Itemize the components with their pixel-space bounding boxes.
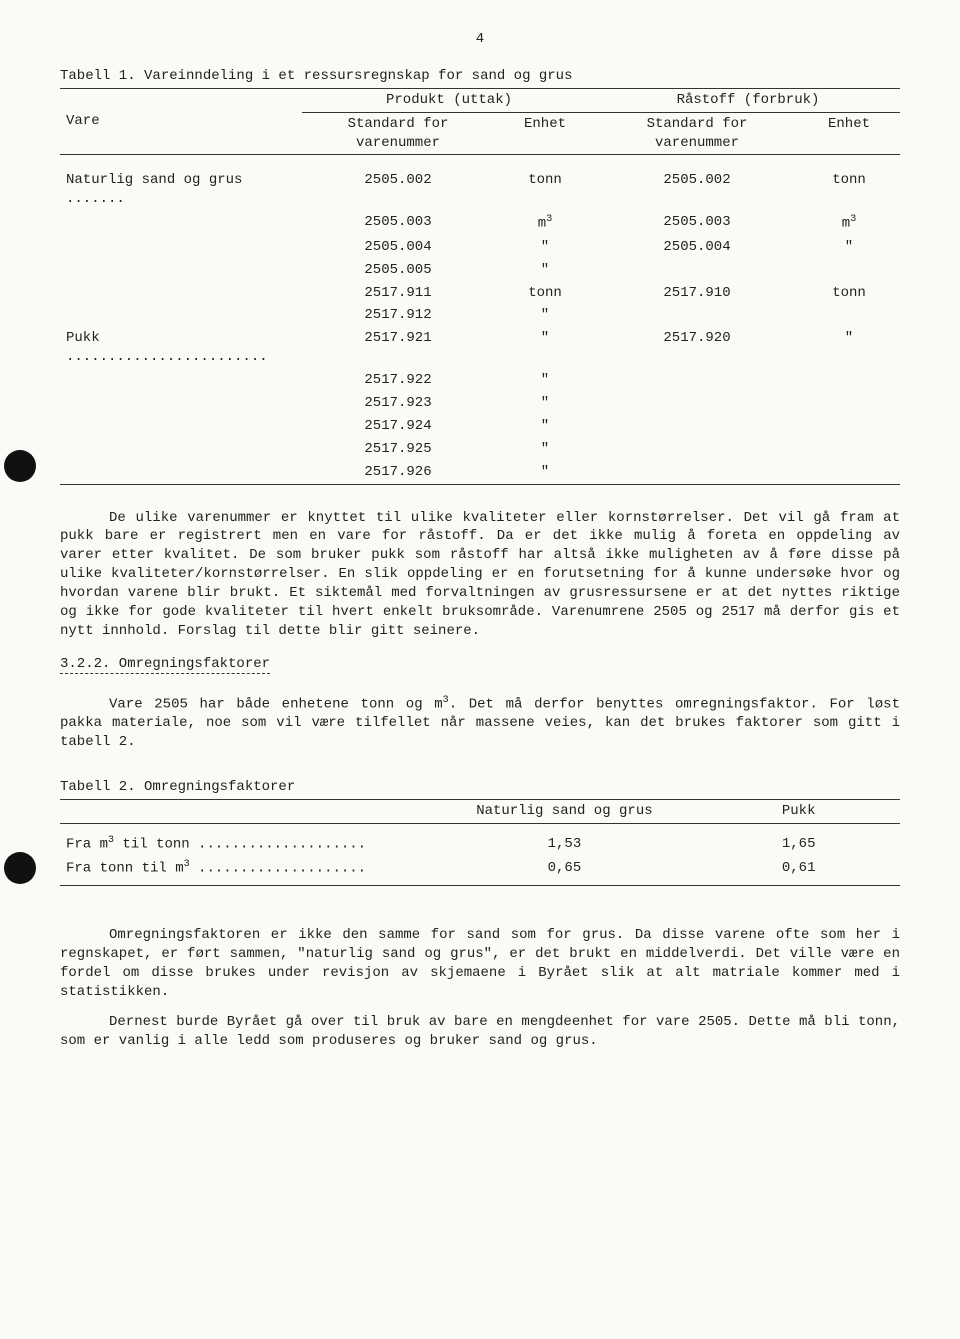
- table2-row-label: Fra tonn til m3 ....................: [60, 856, 431, 885]
- table1-cell-vare: Naturlig sand og grus .......: [60, 169, 302, 211]
- table1-cell-punit: ": [494, 304, 596, 327]
- table1-cell-pnum: 2517.912: [302, 304, 494, 327]
- table1-cell-punit: ": [494, 415, 596, 438]
- page-number: 4: [60, 30, 900, 49]
- table1-cell-runit: ": [798, 327, 900, 369]
- table1-cell-punit: ": [494, 236, 596, 259]
- heading-322: 3.2.2. Omregningsfaktorer: [60, 655, 900, 674]
- table1-cell-pnum: 2517.921: [302, 327, 494, 369]
- table1-head-produkt: Produkt (uttak): [302, 88, 596, 112]
- table1-cell-vare: [60, 438, 302, 461]
- table1-cell-pnum: 2517.926: [302, 461, 494, 484]
- table1-cell-runit: [798, 259, 900, 282]
- paragraph-2: Vare 2505 har både enhetene tonn og m3. …: [60, 694, 900, 752]
- table1-head-vare: Vare: [60, 88, 302, 155]
- table1-cell-pnum: 2505.003: [302, 211, 494, 236]
- table1-cell-vare: [60, 415, 302, 438]
- table1-cell-runit: [798, 461, 900, 484]
- para2-pre: Vare 2505 har både enhetene tonn og m: [109, 696, 443, 712]
- table1-cell-rnum: [596, 259, 798, 282]
- punch-hole-bottom: [4, 852, 36, 884]
- table1-cell-rnum: 2505.003: [596, 211, 798, 236]
- table1-cell-runit: [798, 369, 900, 392]
- table1-head-enhet-r: Enhet: [798, 112, 900, 155]
- table1-cell-vare: [60, 211, 302, 236]
- table2: Naturlig sand og grus Pukk Fra m3 til to…: [60, 799, 900, 886]
- table1-cell-pnum: 2517.922: [302, 369, 494, 392]
- table1-cell-rnum: 2505.004: [596, 236, 798, 259]
- table1-cell-punit: ": [494, 369, 596, 392]
- table2-caption: Tabell 2. Omregningsfaktorer: [60, 778, 900, 797]
- table1-cell-rnum: 2517.920: [596, 327, 798, 369]
- table1-cell-punit: tonn: [494, 169, 596, 211]
- table1-cell-vare: [60, 236, 302, 259]
- table1-cell-runit: [798, 415, 900, 438]
- table1-cell-pnum: 2517.924: [302, 415, 494, 438]
- table1-cell-pnum: 2517.911: [302, 282, 494, 305]
- table1-cell-punit: ": [494, 438, 596, 461]
- table1-cell-vare: [60, 259, 302, 282]
- table1-cell-pnum: 2505.005: [302, 259, 494, 282]
- table1-cell-vare: Pukk ........................: [60, 327, 302, 369]
- paragraph-4: Dernest burde Byrået gå over til bruk av…: [60, 1013, 900, 1051]
- table1-cell-punit: tonn: [494, 282, 596, 305]
- table2-col-pukk: Pukk: [697, 799, 900, 823]
- table1-cell-pnum: 2517.923: [302, 392, 494, 415]
- table1-cell-punit: ": [494, 392, 596, 415]
- heading-322-text: 3.2.2. Omregningsfaktorer: [60, 656, 270, 674]
- table1-cell-rnum: [596, 438, 798, 461]
- table1-cell-rnum: [596, 415, 798, 438]
- table1-cell-vare: [60, 369, 302, 392]
- table1: Vare Produkt (uttak) Råstoff (forbruk) S…: [60, 88, 900, 485]
- table1-cell-pnum: 2505.002: [302, 169, 494, 211]
- table1-cell-runit: [798, 438, 900, 461]
- table2-row-pukk: 1,65: [697, 823, 900, 856]
- table1-cell-vare: [60, 461, 302, 484]
- table1-cell-rnum: [596, 369, 798, 392]
- table2-row-sand: 1,53: [431, 823, 697, 856]
- table2-row-pukk: 0,61: [697, 856, 900, 885]
- table1-cell-punit: ": [494, 327, 596, 369]
- table1-cell-runit: ": [798, 236, 900, 259]
- table1-cell-rnum: [596, 304, 798, 327]
- table2-row-sand: 0,65: [431, 856, 697, 885]
- paragraph-1: De ulike varenummer er knyttet til ulike…: [60, 509, 900, 641]
- table1-head-std-p: Standard for varenummer: [302, 112, 494, 155]
- table1-cell-punit: ": [494, 461, 596, 484]
- table1-cell-punit: ": [494, 259, 596, 282]
- table1-cell-rnum: 2505.002: [596, 169, 798, 211]
- table1-cell-vare: [60, 282, 302, 305]
- table1-cell-rnum: [596, 392, 798, 415]
- table1-cell-punit: m3: [494, 211, 596, 236]
- table1-cell-runit: tonn: [798, 282, 900, 305]
- table1-cell-runit: tonn: [798, 169, 900, 211]
- table1-head-rastoff: Råstoff (forbruk): [596, 88, 900, 112]
- table1-cell-vare: [60, 392, 302, 415]
- table1-cell-rnum: [596, 461, 798, 484]
- table2-col-sand: Naturlig sand og grus: [431, 799, 697, 823]
- table1-cell-pnum: 2517.925: [302, 438, 494, 461]
- table1-caption: Tabell 1. Vareinndeling i et ressursregn…: [60, 67, 900, 86]
- table1-cell-rnum: 2517.910: [596, 282, 798, 305]
- table1-head-std-r: Standard for varenummer: [596, 112, 798, 155]
- table1-cell-runit: [798, 304, 900, 327]
- punch-hole-top: [4, 450, 36, 482]
- table1-cell-pnum: 2505.004: [302, 236, 494, 259]
- table1-head-enhet-p: Enhet: [494, 112, 596, 155]
- table1-cell-runit: [798, 392, 900, 415]
- paragraph-3: Omregningsfaktoren er ikke den samme for…: [60, 926, 900, 1002]
- table1-cell-runit: m3: [798, 211, 900, 236]
- table1-cell-vare: [60, 304, 302, 327]
- table2-row-label: Fra m3 til tonn ....................: [60, 823, 431, 856]
